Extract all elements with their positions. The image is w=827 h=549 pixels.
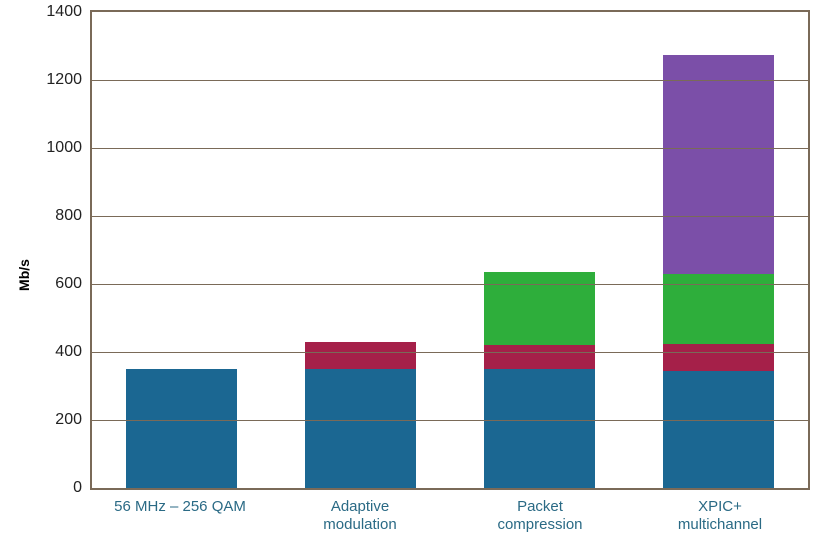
- bar-segment: [663, 55, 774, 274]
- bar: [126, 12, 237, 488]
- bar-segment: [663, 371, 774, 488]
- plot-area: 0200400600800100012001400: [90, 10, 810, 490]
- x-tick-label: 56 MHz – 256 QAM: [90, 494, 270, 534]
- bars-container: [92, 12, 808, 488]
- bar-column: [629, 12, 808, 488]
- bar-column: [92, 12, 271, 488]
- y-tick-label: 400: [55, 343, 92, 361]
- x-tick-label: Adaptivemodulation: [270, 494, 450, 534]
- bar: [663, 12, 774, 488]
- grid-line: [92, 80, 808, 81]
- grid-line: [92, 352, 808, 353]
- x-tick-label: Packetcompression: [450, 494, 630, 534]
- bar-column: [450, 12, 629, 488]
- grid-line: [92, 216, 808, 217]
- x-axis-labels: 56 MHz – 256 QAMAdaptivemodulationPacket…: [90, 494, 810, 534]
- y-tick-label: 800: [55, 207, 92, 225]
- grid-line: [92, 148, 808, 149]
- bar-segment: [305, 369, 416, 488]
- chart-container: Mb/s 0200400600800100012001400 56 MHz – …: [0, 0, 827, 549]
- bar-segment: [484, 345, 595, 369]
- y-axis-title: Mb/s: [16, 259, 32, 291]
- bar-segment: [305, 342, 416, 369]
- y-tick-label: 1400: [46, 3, 92, 21]
- grid-line: [92, 420, 808, 421]
- x-tick-label: XPIC+multichannel: [630, 494, 810, 534]
- bar: [484, 12, 595, 488]
- bar: [305, 12, 416, 488]
- bar-segment: [663, 344, 774, 371]
- y-tick-label: 600: [55, 275, 92, 293]
- bar-column: [271, 12, 450, 488]
- y-tick-label: 1200: [46, 71, 92, 89]
- y-tick-label: 200: [55, 411, 92, 429]
- grid-line: [92, 284, 808, 285]
- bar-segment: [484, 369, 595, 488]
- bar-segment: [126, 369, 237, 488]
- y-tick-label: 1000: [46, 139, 92, 157]
